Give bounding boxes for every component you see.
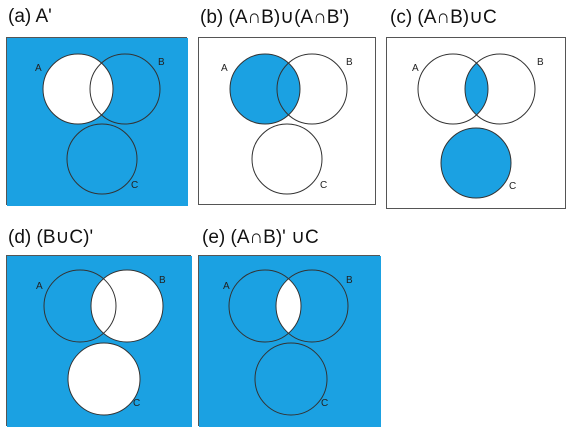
title-panel-d: (d) (B∪C)' [8,227,94,248]
title-panel-e: (e) (A∩B)' ∪C [202,227,319,248]
region-a-and-b [276,270,301,342]
title-panel-c: (c) (A∩B)∪C [390,7,497,28]
set-label-c: C [133,398,140,409]
set-label-c: C [509,181,516,192]
circle-b [89,53,161,125]
circle-c [67,342,141,416]
set-label-b: B [159,275,166,286]
venn-diagram-e: A B C [199,256,381,427]
circle-b [275,269,349,343]
venn-diagram-d: A B C [7,256,192,427]
circle-c [254,342,328,416]
circle-c [251,123,323,195]
panel-c: A B C [386,37,566,209]
region-a [230,54,300,124]
title-panel-a: (a) A' [8,6,52,27]
venn-diagram-c: A B C [412,53,544,199]
region-c [441,128,511,198]
region-c [68,343,140,415]
panel-a: A B C [6,37,188,206]
venn-diagram-b: A B C [221,53,353,195]
circle-a [229,53,301,125]
set-label-a: A [412,63,419,74]
set-label-b: B [346,275,353,286]
set-label-c: C [321,398,328,409]
set-label-a: A [223,281,230,292]
set-label-b: B [158,57,165,68]
panel-d: A B C [6,255,192,427]
set-label-c: C [131,180,138,191]
circle-a [43,269,117,343]
circle-a [228,269,302,343]
set-label-a: A [35,63,42,74]
region-a [43,54,113,124]
set-label-a: A [221,63,228,74]
venn-diagram-a: A B C [7,38,188,206]
set-label-a: A [36,281,43,292]
set-label-b: B [537,57,544,68]
panel-e: A B C [198,255,381,427]
panel-b: A B C [198,37,376,205]
circle-b [90,269,164,343]
circle-c [440,127,512,199]
circle-b [464,53,536,125]
circle-c [66,123,138,195]
region-a-and-b [465,54,488,124]
set-label-c: C [320,180,327,191]
title-panel-b: (b) (A∩B)∪(A∩B') [200,7,350,28]
circle-a [417,53,489,125]
circle-a [42,53,114,125]
set-label-b: B [346,57,353,68]
region-b [91,270,163,342]
circle-b [276,53,348,125]
